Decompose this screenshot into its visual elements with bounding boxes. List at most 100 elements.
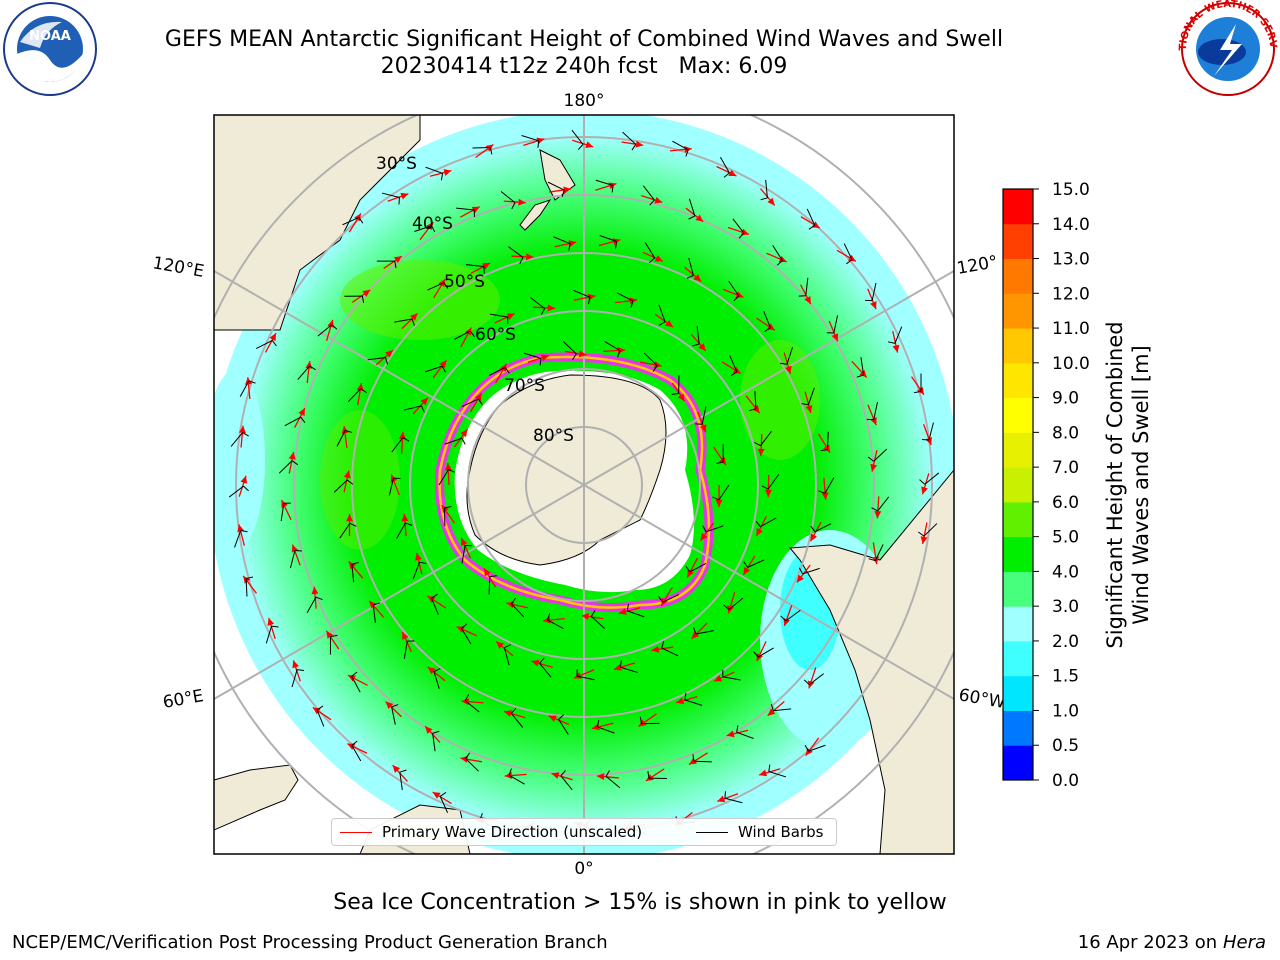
wind-barb bbox=[563, 341, 577, 355]
wind-barb bbox=[696, 326, 700, 345]
wind-barb bbox=[391, 706, 396, 725]
colorbar-label: Significant Height of Combined Wind Wave… bbox=[1102, 321, 1154, 648]
wave-direction-arrowhead bbox=[347, 675, 356, 682]
wind-barb bbox=[826, 431, 829, 450]
wind-barb-flag bbox=[686, 274, 694, 279]
lon-label-right-lower: 60°W bbox=[957, 685, 1007, 713]
wind-barb bbox=[239, 380, 250, 397]
wave-direction-arrowhead bbox=[485, 144, 494, 152]
wind-barb-flag bbox=[658, 596, 664, 603]
wind-barb-flag bbox=[808, 224, 816, 230]
wind-barb-flag bbox=[921, 438, 930, 441]
wind-barb-flag bbox=[723, 604, 730, 610]
wind-barb-flag bbox=[597, 719, 600, 728]
lat-label-60s: 60°S bbox=[475, 325, 516, 345]
wind-barb bbox=[923, 523, 938, 537]
wind-barb bbox=[760, 431, 772, 446]
footer-credit: NCEP/EMC/Verification Post Processing Pr… bbox=[12, 932, 608, 953]
wind-barb bbox=[347, 388, 362, 402]
wind-barb bbox=[431, 597, 439, 615]
wave-direction-arrowhead bbox=[689, 757, 697, 765]
wind-barb-flag bbox=[240, 530, 248, 533]
wind-barb-flag bbox=[504, 644, 511, 649]
wave-direction-arrowhead bbox=[385, 701, 394, 709]
wave-direction-arrowhead bbox=[541, 354, 549, 362]
wave-direction-arrowhead bbox=[526, 253, 534, 261]
wind-barb bbox=[786, 347, 794, 365]
wind-barb bbox=[705, 525, 724, 533]
wind-barb bbox=[873, 448, 888, 462]
wind-barb-flag bbox=[316, 705, 324, 711]
wave-direction-arrowhead bbox=[823, 444, 831, 453]
wind-barb bbox=[805, 277, 809, 296]
wind-barb-flag bbox=[248, 380, 256, 384]
colorbar: 0.0 0.5 1.0 1.5 2.0 3.0 4.0 5.0 6.0 7.0 8.0 9.0 10.0… bbox=[1002, 180, 1090, 791]
wave-direction-arrowhead bbox=[759, 769, 768, 777]
wave-direction-arrowhead bbox=[471, 206, 480, 214]
wind-barb bbox=[695, 630, 714, 635]
lat-label-40s: 40°S bbox=[412, 214, 453, 234]
wind-barb bbox=[399, 772, 403, 791]
wave-direction-arrowhead bbox=[757, 448, 765, 457]
wind-barb bbox=[461, 628, 472, 645]
wind-barb bbox=[860, 357, 865, 376]
wind-barb-flag bbox=[617, 350, 621, 358]
colorbar-tick-label: 0.0 bbox=[1052, 771, 1079, 791]
wave-direction-arrowhead bbox=[443, 169, 452, 176]
wind-barb-flag bbox=[818, 490, 826, 494]
colorbar-segment bbox=[1003, 675, 1033, 711]
wave-direction-arrowhead bbox=[805, 405, 813, 413]
wind-barb bbox=[806, 208, 816, 226]
wave-direction-arrowhead bbox=[638, 719, 647, 727]
colorbar-tick-label: 2.0 bbox=[1052, 632, 1079, 652]
wave-direction-arrowhead bbox=[613, 663, 622, 671]
wind-barb bbox=[394, 318, 413, 323]
svg-text:NATIONAL WEATHER SERVICE: NATIONAL WEATHER SERVICE bbox=[0, 0, 1278, 51]
colorbar-tick-label: 9.0 bbox=[1052, 389, 1079, 409]
wave-direction-arrowhead bbox=[237, 524, 245, 533]
wave-direction-arrowhead bbox=[269, 333, 276, 342]
wave-direction-arrowhead bbox=[635, 140, 644, 148]
wind-barb-flag bbox=[315, 596, 323, 601]
wave-direction-arrowhead bbox=[585, 141, 594, 148]
colorbar-tick-label: 3.0 bbox=[1052, 597, 1079, 617]
wind-barb-flag bbox=[738, 232, 745, 239]
wind-barb bbox=[508, 774, 525, 785]
colorbar-segment bbox=[1003, 189, 1033, 225]
wind-barb-flag bbox=[349, 522, 357, 527]
wind-barb bbox=[873, 401, 878, 420]
wind-barb-flag bbox=[630, 300, 634, 308]
wave-direction-arrowhead bbox=[464, 327, 472, 336]
wind-barb-flag bbox=[402, 437, 410, 442]
wave-direction-arrowhead bbox=[618, 608, 627, 615]
land-antarctica bbox=[466, 374, 667, 566]
wind-barb-flag bbox=[539, 657, 545, 664]
footer-date-text: 16 Apr 2023 on bbox=[1077, 932, 1218, 953]
wave-direction-arrowhead bbox=[504, 772, 513, 779]
wave-direction-arrowhead bbox=[343, 470, 351, 479]
wind-barb bbox=[662, 594, 680, 603]
chart-subtitle: 20230414 t12z 240h fcst Max: 6.09 bbox=[380, 54, 788, 79]
wind-barb-flag bbox=[421, 405, 425, 413]
wind-barb-flag bbox=[271, 625, 279, 628]
wave-direction-arrowhead bbox=[756, 527, 763, 536]
wave-direction-arrowhead bbox=[767, 197, 775, 206]
colorbar-segment bbox=[1003, 710, 1033, 746]
sea-ice-caption: Sea Ice Concentration > 15% is shown in … bbox=[333, 890, 947, 915]
wind-barb bbox=[523, 352, 542, 359]
colorbar-tick-label: 4.0 bbox=[1052, 562, 1079, 582]
colorbar-segment bbox=[1003, 606, 1033, 642]
wind-barb bbox=[928, 422, 934, 441]
wind-barb-flag bbox=[647, 771, 650, 779]
wind-barb bbox=[558, 719, 569, 735]
wind-barb bbox=[754, 390, 757, 409]
wind-barb bbox=[729, 355, 738, 372]
wave-direction-arrowhead bbox=[695, 214, 704, 222]
wind-barb bbox=[802, 567, 820, 575]
wind-barb bbox=[228, 485, 244, 498]
wind-barb bbox=[768, 770, 787, 778]
wave-direction-arrowhead bbox=[676, 697, 685, 705]
wind-barb-flag bbox=[394, 261, 397, 269]
wave-direction-arrowhead bbox=[401, 513, 409, 522]
wind-barb-flag bbox=[461, 437, 466, 445]
